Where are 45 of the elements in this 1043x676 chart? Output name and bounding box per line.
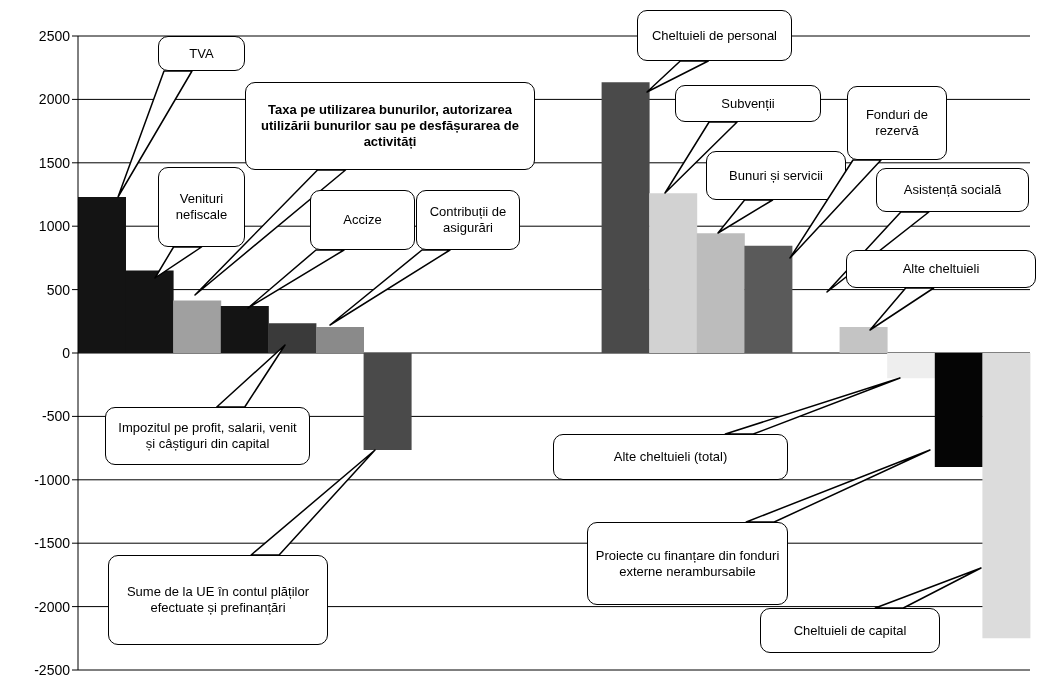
speech-bubble: TVA (158, 36, 245, 71)
bar (601, 82, 650, 353)
annotation: Proiecte cu finanțare din fonduri externe nerambursabile (594, 547, 781, 580)
annotation: TVA (189, 45, 214, 62)
y-tick-label: -2000 (34, 598, 71, 615)
annotation: Subvenții (721, 95, 775, 112)
annotation: Fonduri de rezervă (864, 107, 930, 139)
annotation: Accize (343, 212, 382, 228)
y-tick-label: -2500 (34, 661, 71, 676)
y-tick-label: -500 (41, 408, 71, 425)
speech-bubble: Contribuții de asigurări (416, 190, 520, 250)
y-tick-label: 500 (46, 281, 71, 298)
y-tick-label: 2500 (38, 27, 71, 44)
y-tick-label: 1500 (38, 154, 71, 171)
annotation: Cheltuieli de capital (793, 622, 907, 639)
y-tick-label: -1500 (34, 535, 71, 552)
annotation: Asistență socială (903, 182, 1002, 198)
annotation: Contribuții de asigurări (428, 204, 508, 236)
y-tick-label: 2000 (38, 91, 71, 108)
y-tick-label: -1000 (34, 471, 71, 488)
bar (173, 300, 222, 353)
bar (744, 245, 793, 353)
annotation: Alte cheltuieli (902, 261, 980, 277)
speech-bubble: Asistență socială (876, 168, 1029, 212)
bar (363, 353, 412, 450)
y-tick-label: 0 (62, 344, 71, 361)
annotation: Alte cheltuieli (total) (613, 449, 728, 465)
bar (268, 323, 317, 353)
y-tick-label: 1000 (38, 218, 71, 235)
bar (982, 353, 1031, 639)
bar (839, 327, 888, 353)
bar (316, 327, 364, 353)
annotation: Sume de la UE în contul plăților efectuate și prefinanțări (125, 584, 311, 616)
annotation: Taxa pe utilizarea bunurilor, autorizarea utilizării bunurilor sau pe desfășurarea de activități (260, 102, 520, 150)
annotation: Venituri nefiscale (174, 191, 229, 223)
annotation: Bunuri și servicii (729, 167, 823, 184)
speech-bubble: Proiecte cu finanțare din fonduri externe nerambursabile (587, 522, 788, 605)
annotation: Cheltuieli de personal (651, 27, 778, 44)
speech-bubble: Cheltuieli de capital (760, 608, 940, 653)
speech-bubble: Fonduri de rezervă (847, 86, 947, 160)
speech-bubble: Taxa pe utilizarea bunurilor, autorizarea utilizării bunurilor sau pe desfășurarea de activități (245, 82, 535, 170)
speech-bubble: Sume de la UE în contul plăților efectuate și prefinanțări (108, 555, 328, 645)
speech-bubble: Alte cheltuieli (total) (553, 434, 788, 480)
bar (887, 353, 936, 379)
annotation: Impozitul pe profit, salarii, venit și câștiguri din capital (117, 420, 298, 452)
